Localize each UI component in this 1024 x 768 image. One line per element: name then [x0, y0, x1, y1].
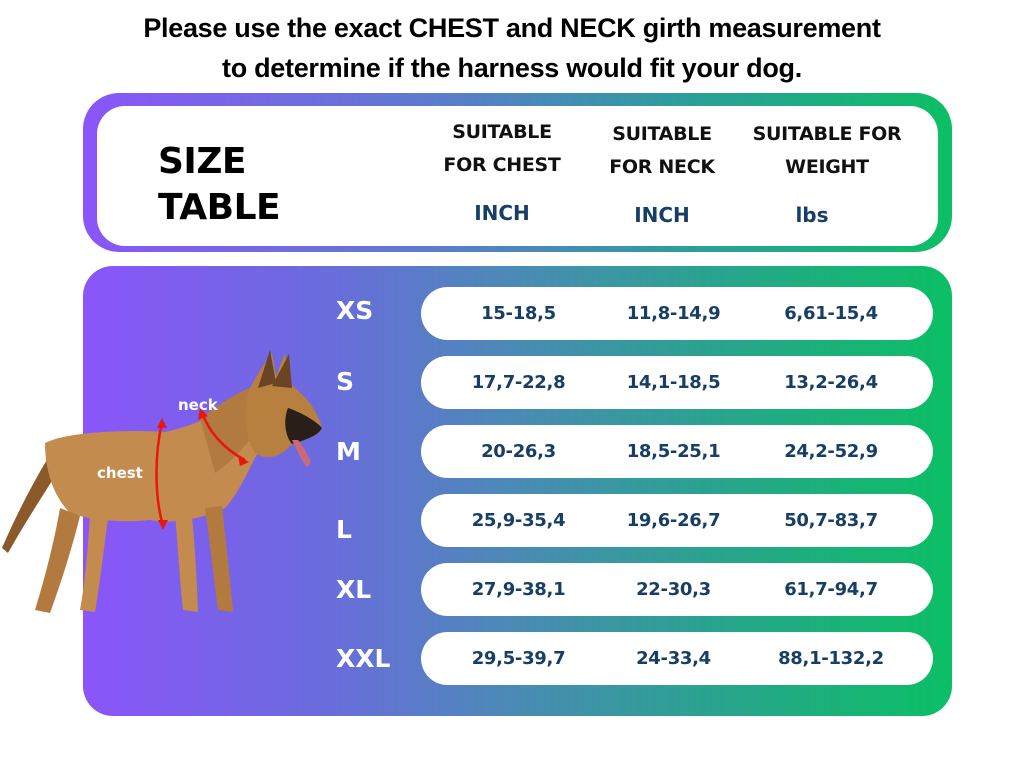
column-header-weight: SUITABLE FOR WEIGHT	[737, 118, 917, 184]
cell-weight: 61,7-94,7	[784, 579, 878, 600]
cell-neck: 11,8-14,9	[626, 303, 721, 324]
size-label-l: L	[336, 515, 352, 544]
cell-neck: 19,6-26,7	[626, 510, 721, 531]
column-unit-weight: lbs	[795, 203, 829, 227]
cell-chest: 15-18,5	[481, 303, 556, 324]
cell-weight: 88,1-132,2	[778, 648, 884, 669]
column-unit-neck: INCH	[634, 203, 690, 227]
cell-weight: 24,2-52,9	[784, 441, 878, 462]
neck-label: neck	[178, 396, 218, 414]
size-label-xxl: XXL	[336, 644, 391, 673]
column-header-neck-line-1: SUITABLE	[612, 123, 712, 145]
cell-weight: 6,61-15,4	[784, 303, 878, 324]
size-table-header: SIZE TABLE SUITABLE FOR CHEST INCH SUITA…	[83, 93, 952, 252]
cell-chest: 17,7-22,8	[471, 372, 566, 393]
size-table-title: SIZE TABLE	[158, 139, 281, 231]
dog-illustration	[2, 350, 322, 613]
headline: Please use the exact CHEST and NECK girt…	[0, 8, 1024, 88]
title-line-2: TABLE	[158, 187, 281, 228]
size-table-header-inner: SIZE TABLE SUITABLE FOR CHEST INCH SUITA…	[97, 106, 938, 246]
cell-chest: 25,9-35,4	[471, 510, 566, 531]
column-header-neck-line-2: FOR NECK	[609, 156, 715, 178]
cell-weight: 13,2-26,4	[784, 372, 878, 393]
column-header-weight-line-2: WEIGHT	[785, 156, 869, 178]
cell-neck: 24-33,4	[636, 648, 711, 669]
cell-weight: 50,7-83,7	[784, 510, 878, 531]
column-header-chest: SUITABLE FOR CHEST	[427, 116, 577, 182]
cell-chest: 29,5-39,7	[471, 648, 566, 669]
cell-neck: 22-30,3	[636, 579, 711, 600]
column-header-weight-line-1: SUITABLE FOR	[752, 123, 902, 145]
size-label-xs: XS	[336, 296, 374, 325]
size-label-m: M	[336, 437, 361, 466]
cell-chest: 27,9-38,1	[471, 579, 566, 600]
headline-line-1: Please use the exact CHEST and NECK girt…	[143, 13, 881, 43]
cell-chest: 20-26,3	[481, 441, 556, 462]
table-row-xl: 27,9-38,1 22-30,3 61,7-94,7	[421, 563, 933, 616]
chest-label: chest	[97, 464, 143, 482]
column-header-chest-line-2: FOR CHEST	[443, 154, 561, 176]
column-header-chest-line-1: SUITABLE	[452, 121, 552, 143]
table-row-xxl: 29,5-39,7 24-33,4 88,1-132,2	[421, 632, 933, 685]
table-row-s: 17,7-22,8 14,1-18,5 13,2-26,4	[421, 356, 933, 409]
table-row-l: 25,9-35,4 19,6-26,7 50,7-83,7	[421, 494, 933, 547]
title-line-1: SIZE	[158, 141, 247, 182]
size-label-xl: XL	[336, 575, 372, 604]
table-row-m: 20-26,3 18,5-25,1 24,2-52,9	[421, 425, 933, 478]
size-label-s: S	[336, 367, 355, 396]
column-unit-chest: INCH	[474, 201, 530, 225]
column-header-neck: SUITABLE FOR NECK	[587, 118, 737, 184]
cell-neck: 14,1-18,5	[626, 372, 721, 393]
cell-neck: 18,5-25,1	[626, 441, 721, 462]
headline-line-2: to determine if the harness would fit yo…	[222, 53, 802, 83]
table-row-xs: 15-18,5 11,8-14,9 6,61-15,4	[421, 287, 933, 340]
